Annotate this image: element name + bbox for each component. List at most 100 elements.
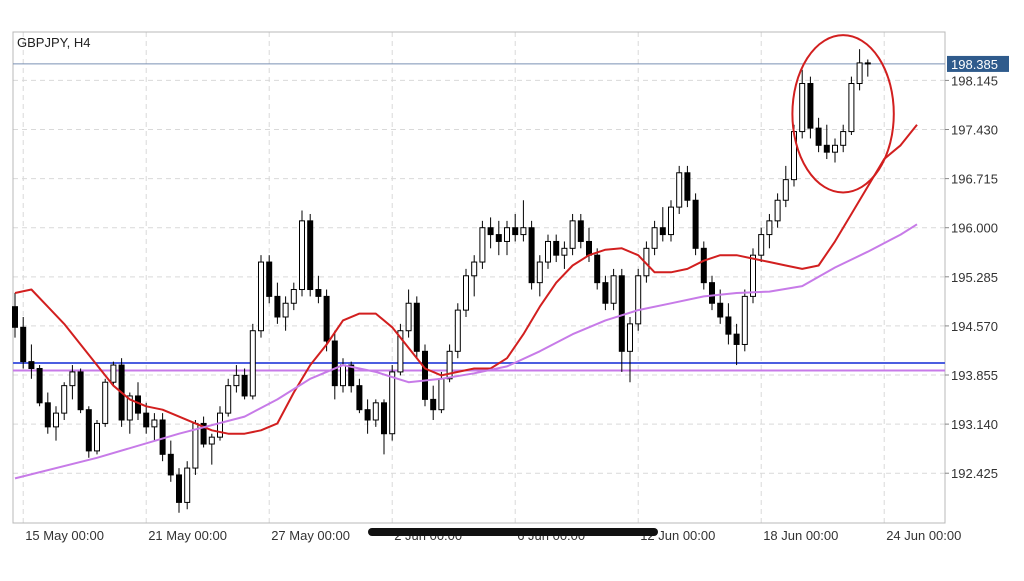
candle-body [741, 295, 748, 345]
candle-body [569, 220, 576, 249]
candle-body [61, 385, 68, 414]
candle-body [12, 306, 18, 328]
highlight-circle [791, 34, 895, 194]
candle-body [495, 234, 502, 242]
candle-body [733, 333, 740, 345]
candle-body [717, 302, 724, 318]
candle-body [864, 62, 871, 65]
candle-body [282, 302, 289, 318]
y-tick-label: 198.145 [951, 73, 998, 88]
y-tick-label: 194.570 [951, 319, 998, 334]
candle-body [151, 419, 158, 428]
candle-body [217, 412, 223, 438]
candle-body [577, 220, 584, 242]
candle-body [69, 371, 76, 387]
current-price-tag [947, 55, 1009, 72]
candle-body [249, 330, 256, 397]
candle-body [594, 254, 601, 284]
candle-body [381, 402, 387, 435]
candle-body [348, 364, 355, 387]
candle-body [20, 326, 27, 363]
y-tick-label: 196.715 [951, 172, 998, 187]
candle-body [266, 261, 273, 297]
candle-body [815, 127, 822, 146]
candle-body [176, 474, 182, 503]
candle-body [422, 350, 428, 400]
candle-body [44, 402, 51, 428]
candle-body [766, 220, 773, 236]
candle-body [536, 261, 543, 284]
candle-body [659, 227, 666, 236]
candle-body [487, 227, 494, 236]
candle-body [774, 199, 781, 222]
candle-body [692, 199, 699, 249]
candle-body [823, 144, 830, 153]
candle-body [553, 240, 560, 256]
candle-body [463, 275, 469, 311]
candle-body [586, 240, 592, 256]
candle-body [520, 227, 527, 236]
candle-body [389, 371, 396, 435]
candle-body [413, 302, 420, 352]
candle-body [397, 330, 404, 373]
candles [12, 49, 871, 513]
candle-body [364, 409, 371, 421]
candle-body [356, 385, 363, 411]
candle-body [709, 282, 715, 304]
candle-body [85, 409, 92, 452]
y-tick-label: 197.430 [951, 123, 998, 138]
candle-body [758, 234, 765, 256]
y-tick-label: 195.285 [951, 270, 998, 285]
x-tick-label: 21 May 00:00 [148, 528, 227, 543]
candle-body [340, 364, 346, 387]
moving-averages [14, 124, 918, 480]
candle-body [479, 227, 486, 263]
candle-body [545, 240, 551, 263]
y-tick-label: 193.140 [951, 417, 998, 432]
candle-body [299, 220, 305, 291]
candle-body [446, 350, 453, 380]
candle-body [782, 179, 789, 201]
x-tick-label: 15 May 00:00 [25, 528, 104, 543]
annotations [791, 34, 895, 194]
candle-body [651, 227, 658, 249]
horizontal-levels [13, 63, 945, 372]
candle-body [635, 275, 642, 325]
candle-body [684, 172, 691, 201]
candle-body [372, 402, 379, 421]
candle-body [307, 220, 314, 291]
candle-body [438, 378, 445, 411]
candle-body [676, 172, 683, 208]
candle-body [610, 275, 617, 304]
moving-average-line [14, 124, 918, 435]
timeline-scrollbar[interactable] [368, 528, 658, 536]
candle-body [53, 412, 59, 428]
candle-body [77, 371, 84, 411]
plot-frame [12, 31, 946, 524]
candle-body [274, 295, 281, 318]
candle-body [28, 361, 35, 369]
candle-body [750, 254, 756, 297]
candle-body [331, 340, 338, 387]
candle-body [848, 83, 855, 133]
candle-body [799, 83, 806, 133]
candle-body [315, 289, 322, 297]
y-tick-label: 196.000 [951, 221, 998, 236]
candle-body [167, 453, 174, 476]
candle-body [471, 261, 478, 277]
candle-body [832, 144, 838, 153]
candle-body [323, 295, 330, 342]
candle-body [430, 398, 437, 411]
moving-average-line [14, 223, 918, 480]
candle-body [258, 261, 264, 332]
candle-body [241, 374, 248, 397]
candle-body [102, 381, 109, 424]
candle-body [143, 412, 150, 428]
candle-body [504, 227, 510, 242]
candle-body [668, 206, 674, 236]
candle-body [225, 385, 232, 414]
candle-body [200, 422, 207, 445]
candle-body [512, 227, 519, 236]
